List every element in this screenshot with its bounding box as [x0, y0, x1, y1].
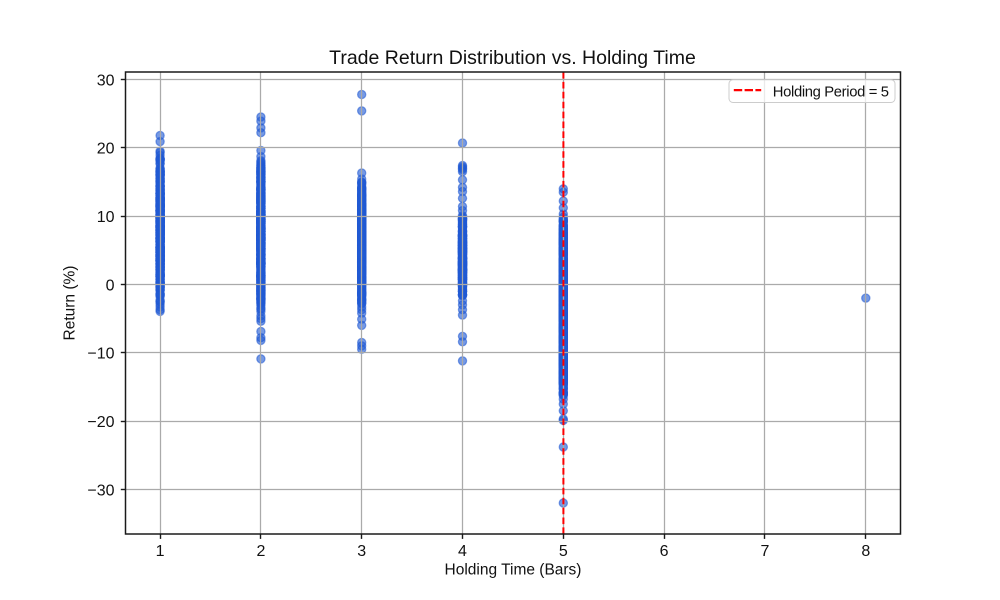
svg-text:1: 1 — [156, 543, 165, 560]
svg-text:6: 6 — [660, 543, 669, 560]
svg-text:20: 20 — [97, 141, 115, 158]
svg-text:0: 0 — [106, 277, 115, 294]
svg-text:5: 5 — [559, 543, 568, 560]
svg-text:7: 7 — [761, 543, 770, 560]
svg-text:30: 30 — [97, 72, 115, 89]
svg-text:8: 8 — [861, 543, 870, 560]
svg-text:3: 3 — [357, 543, 366, 560]
svg-text:Return (%): Return (%) — [62, 266, 79, 341]
svg-text:Holding Time (Bars): Holding Time (Bars) — [445, 562, 582, 579]
svg-text:−30: −30 — [87, 482, 114, 499]
svg-text:2: 2 — [256, 543, 265, 560]
svg-text:4: 4 — [458, 543, 467, 560]
svg-text:−20: −20 — [87, 414, 114, 431]
svg-text:Trade Return Distribution vs.: Trade Return Distribution vs. Holding Ti… — [329, 47, 696, 69]
svg-text:−10: −10 — [87, 346, 114, 363]
svg-text:10: 10 — [97, 209, 115, 226]
svg-text:Holding Period = 5: Holding Period = 5 — [773, 84, 889, 100]
